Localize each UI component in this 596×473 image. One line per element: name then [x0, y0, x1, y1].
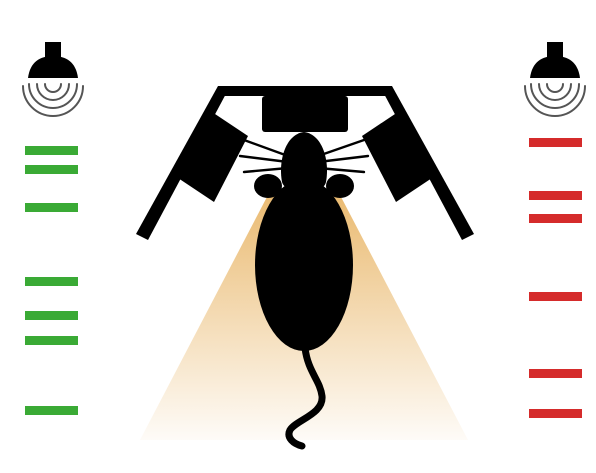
- right-tick: [529, 409, 582, 418]
- left-tick: [25, 165, 78, 174]
- frame-top-bar: [218, 86, 392, 96]
- left-tick: [25, 146, 78, 155]
- frame-left-arm: [136, 86, 228, 240]
- right-event-train: [529, 138, 582, 418]
- frame-right-arm: [382, 86, 474, 240]
- left-lamp: [178, 112, 248, 202]
- right-speaker-icon: [524, 42, 586, 117]
- mouse-tail: [285, 344, 326, 450]
- left-speaker-icon: [22, 42, 84, 117]
- left-tick: [25, 203, 78, 212]
- right-tick: [529, 191, 582, 200]
- right-tick: [529, 369, 582, 378]
- right-tick: [529, 214, 582, 223]
- left-tick: [25, 311, 78, 320]
- left-event-train: [25, 146, 78, 415]
- left-tick: [25, 336, 78, 345]
- left-tick: [25, 277, 78, 286]
- center-lamp-housing: [262, 96, 348, 132]
- right-tick: [529, 138, 582, 147]
- head-mount-icon: [136, 86, 474, 240]
- left-tick: [25, 406, 78, 415]
- right-lamp: [362, 112, 432, 202]
- mouse-icon: [238, 132, 370, 450]
- right-tick: [529, 292, 582, 301]
